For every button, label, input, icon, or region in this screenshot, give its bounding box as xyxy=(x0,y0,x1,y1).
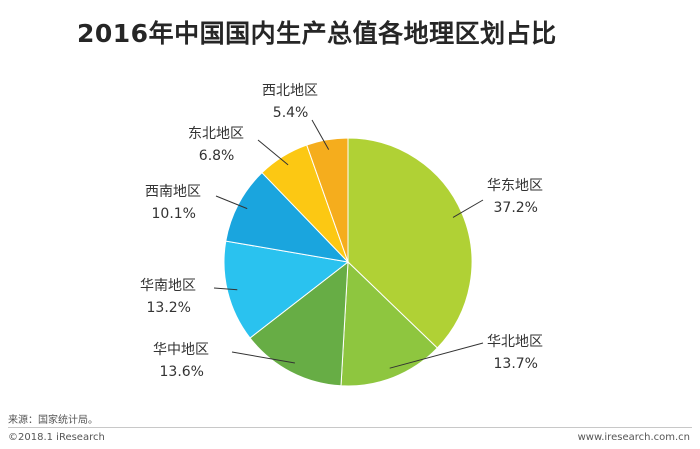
slice-label: 华中地区 xyxy=(153,342,209,358)
leader-line xyxy=(452,199,484,218)
website-link[interactable]: www.iresearch.com.cn xyxy=(577,432,690,443)
slice-label: 西南地区 xyxy=(145,184,201,200)
leader-line xyxy=(311,119,330,150)
slice-value-label: 6.8% xyxy=(199,148,235,164)
slice-value-label: 5.4% xyxy=(273,105,309,121)
slice-value-label: 13.7% xyxy=(494,356,538,372)
slice-label: 华北地区 xyxy=(487,334,543,350)
source-note: 来源：国家统计局。 xyxy=(8,415,98,426)
slice-label: 西北地区 xyxy=(262,83,318,99)
pie-slice xyxy=(223,240,350,339)
slice-value-label: 13.2% xyxy=(147,300,191,316)
copyright-text: ©2018.1 iResearch xyxy=(8,432,105,443)
pie-slice xyxy=(249,260,349,387)
leader-line xyxy=(389,342,484,369)
footer-divider xyxy=(8,427,692,428)
slice-label: 华南地区 xyxy=(140,278,196,294)
slice-value-label: 10.1% xyxy=(152,206,196,222)
slice-label: 华东地区 xyxy=(487,178,543,194)
pie-slice xyxy=(225,171,350,263)
slice-label: 东北地区 xyxy=(188,126,244,142)
chart-title: 2016年中国国内生产总值各地理区划占比 xyxy=(77,19,557,48)
leader-line xyxy=(215,195,248,210)
leader-line xyxy=(213,287,238,291)
slice-value-label: 37.2% xyxy=(494,200,538,216)
pie-slice xyxy=(347,137,473,349)
slice-value-label: 13.6% xyxy=(160,364,204,380)
leader-line xyxy=(231,351,295,364)
pie-slice xyxy=(306,137,349,263)
leader-line xyxy=(257,139,289,166)
pie-slice xyxy=(340,260,439,387)
